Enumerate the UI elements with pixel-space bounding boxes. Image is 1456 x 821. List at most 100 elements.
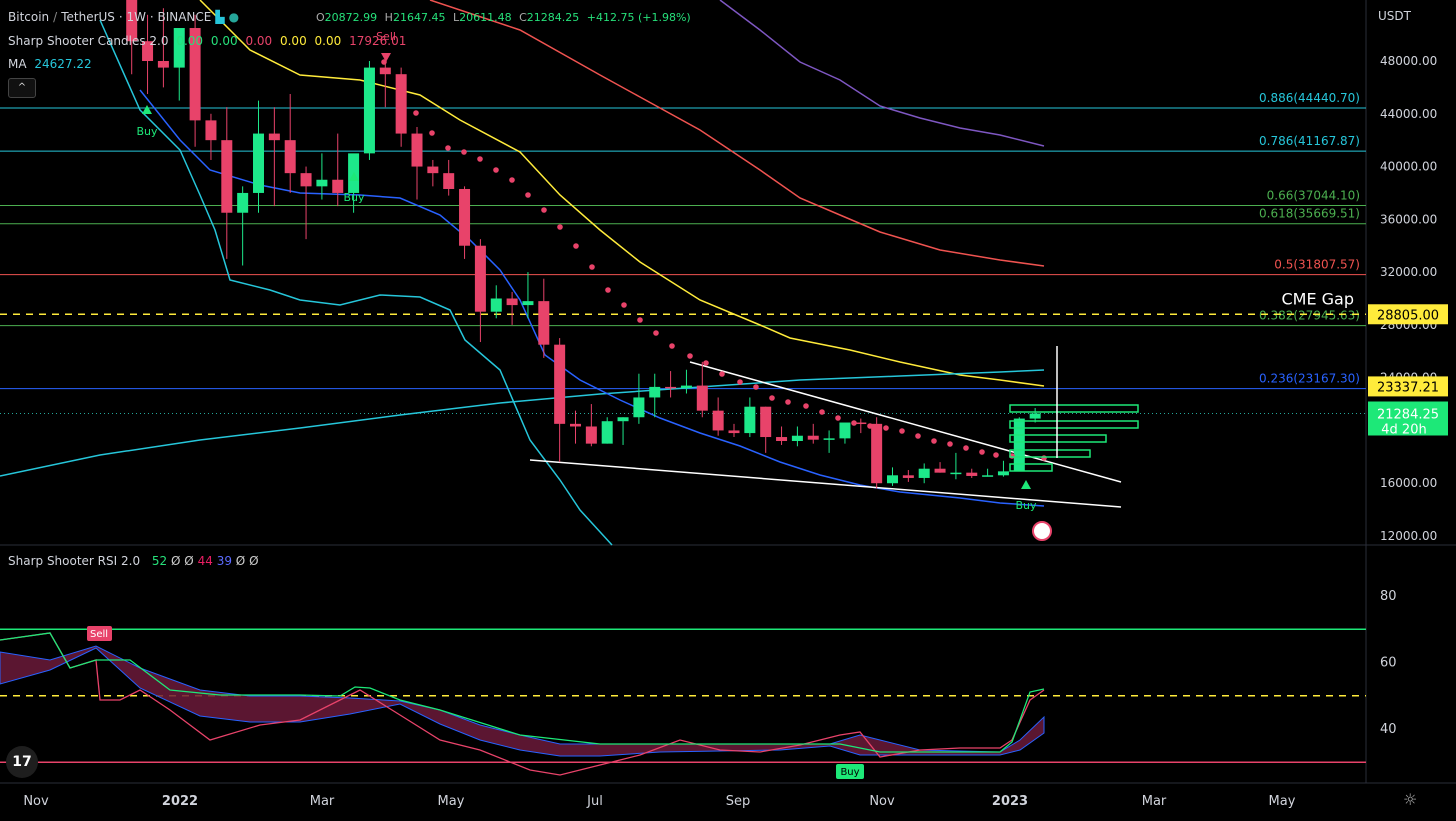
price-tag-cme-bg bbox=[1368, 304, 1448, 325]
close-value: 21284.25 bbox=[526, 11, 580, 24]
time-axis-label: May bbox=[438, 794, 465, 809]
candle-body bbox=[490, 298, 502, 312]
candle-body bbox=[221, 140, 233, 213]
symbol-name[interactable]: Bitcoin bbox=[8, 10, 50, 24]
candle-body bbox=[760, 406, 772, 438]
candle-body bbox=[538, 301, 550, 345]
low-value: 20611.48 bbox=[459, 11, 512, 24]
time-axis-label: Sep bbox=[726, 794, 751, 809]
sar-dot bbox=[621, 302, 627, 308]
candle-body bbox=[839, 422, 851, 439]
sar-dot bbox=[429, 130, 435, 136]
time-axis-label: May bbox=[1269, 794, 1296, 809]
sar-dot bbox=[493, 167, 499, 173]
candle-body bbox=[696, 385, 708, 411]
price-tag-ma-bg bbox=[1368, 376, 1448, 397]
fib-level-label: 0.886(44440.70) bbox=[1259, 91, 1360, 105]
trendline-lower bbox=[529, 459, 1122, 508]
price-axis-currency: USDT bbox=[1378, 9, 1412, 23]
sar-dot bbox=[573, 243, 579, 249]
sar-dot bbox=[669, 343, 675, 349]
candle-body bbox=[807, 435, 819, 440]
candle-body bbox=[332, 179, 344, 193]
cme-gap-label: CME Gap bbox=[1281, 289, 1354, 308]
candle-body bbox=[554, 344, 566, 424]
candle-body bbox=[237, 192, 249, 213]
price-tick-label: 12000.00 bbox=[1380, 529, 1437, 543]
candle-body bbox=[126, 0, 138, 42]
rsi-value: 44 bbox=[197, 554, 213, 568]
sar-dot bbox=[1041, 455, 1047, 461]
indicator1-value: 0.00 bbox=[176, 34, 204, 48]
indicator1-value: 0.00 bbox=[279, 34, 307, 48]
time-axis-label: 2022 bbox=[162, 794, 198, 809]
time-axis-label: Nov bbox=[869, 794, 895, 809]
rsi-header[interactable]: Sharp Shooter RSI 2.0 52 Ø Ø 44 39 Ø Ø bbox=[8, 554, 259, 568]
h-label: H bbox=[384, 11, 393, 24]
indicator-sharp-shooter-candles[interactable]: Sharp Shooter Candles 2.0 0.00 0.00 0.00… bbox=[8, 34, 410, 48]
price-tick-label: 44000.00 bbox=[1380, 107, 1437, 121]
sar-dot bbox=[851, 420, 857, 426]
fib-level-label: 0.786(41167.87) bbox=[1259, 134, 1360, 148]
time-axis-label: Mar bbox=[1142, 794, 1167, 809]
sar-dot bbox=[525, 192, 531, 198]
buy-arrow-icon bbox=[142, 105, 152, 114]
sar-dot bbox=[769, 395, 775, 401]
high-value: 21647.45 bbox=[392, 11, 446, 24]
candle-body bbox=[855, 422, 867, 425]
sar-dot bbox=[803, 403, 809, 409]
tradingview-logo-icon[interactable]: 17 bbox=[6, 746, 38, 778]
sar-dot bbox=[947, 441, 953, 447]
sar-dot bbox=[899, 428, 905, 434]
volume-profile-box bbox=[1009, 420, 1139, 429]
collapse-indicators-button[interactable]: ^ bbox=[8, 78, 36, 98]
sar-dot bbox=[461, 149, 467, 155]
sar-dot bbox=[753, 384, 759, 390]
l-label: L bbox=[452, 11, 460, 24]
candle-body bbox=[173, 28, 185, 68]
sar-dot bbox=[867, 423, 873, 429]
rsi-name: Sharp Shooter RSI 2.0 bbox=[8, 554, 141, 568]
buy-arrow-icon bbox=[1021, 480, 1031, 489]
us-flag-event-icon bbox=[1032, 521, 1052, 541]
sar-dot bbox=[993, 452, 999, 458]
buy-label: Buy bbox=[343, 191, 365, 204]
candle-body bbox=[633, 397, 645, 418]
candle-body bbox=[585, 426, 597, 444]
rsi-value: Ø bbox=[184, 554, 194, 568]
gear-icon[interactable]: ☼ bbox=[1403, 790, 1418, 809]
candle-body bbox=[379, 67, 391, 75]
sar-dot bbox=[637, 317, 643, 323]
indicator-ma[interactable]: MA 24627.22 bbox=[8, 57, 96, 71]
candle-body bbox=[522, 301, 534, 306]
candle-body bbox=[966, 472, 978, 476]
price-tick-label: 32000.00 bbox=[1380, 265, 1437, 279]
quote-name[interactable]: TetherUS bbox=[61, 10, 115, 24]
sar-dot bbox=[719, 371, 725, 377]
interval-exchange[interactable]: · 1W · BINANCE bbox=[118, 10, 212, 24]
time-axis-label: 2023 bbox=[992, 794, 1028, 809]
price-tag-ma: 23337.21 bbox=[1377, 380, 1439, 395]
rsi-signal-line bbox=[0, 632, 1045, 753]
candle-body bbox=[506, 298, 518, 306]
candle-body bbox=[363, 67, 375, 154]
price-tick-label: 36000.00 bbox=[1380, 212, 1437, 226]
symbol-header: Bitcoin / TetherUS · 1W · BINANCE ▙ ● bbox=[8, 10, 243, 24]
candle-body bbox=[443, 173, 455, 189]
candle-body bbox=[142, 41, 154, 61]
sar-dot bbox=[557, 224, 563, 230]
fib-level-label: 0.5(31807.57) bbox=[1274, 258, 1360, 272]
sar-dot bbox=[963, 445, 969, 451]
buy-label: Buy bbox=[1015, 499, 1037, 512]
fib-level-label: 0.66(37044.10) bbox=[1267, 189, 1360, 203]
flag-icon[interactable]: ▙ bbox=[215, 10, 225, 24]
sar-dot bbox=[445, 145, 451, 151]
trendline-upper bbox=[689, 361, 1122, 483]
sar-dot bbox=[653, 330, 659, 336]
sar-dot bbox=[687, 353, 693, 359]
rsi-value: 39 bbox=[216, 554, 232, 568]
sar-dot bbox=[703, 360, 709, 366]
rsi-sell-label: Sell bbox=[90, 629, 108, 640]
indicator1-name: Sharp Shooter Candles 2.0 bbox=[8, 34, 169, 48]
